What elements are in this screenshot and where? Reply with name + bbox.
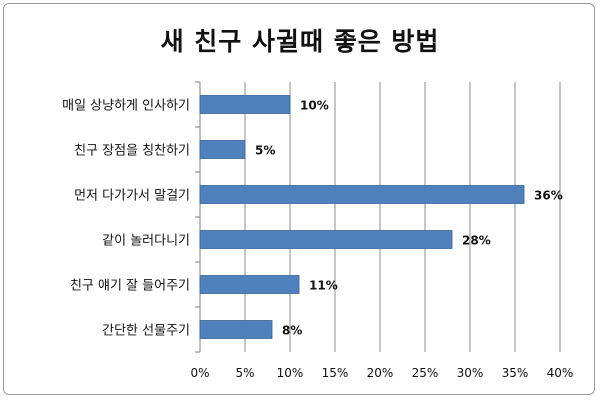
x-tick-label: 40% [547, 366, 574, 380]
bar [199, 140, 246, 159]
bar [199, 320, 273, 339]
category-label: 친구 얘기 잘 들어주기 [70, 279, 190, 294]
bar [199, 275, 300, 294]
x-tick-label: 0% [190, 366, 209, 380]
x-tick-label: 25% [412, 366, 439, 380]
x-tick-label: 35% [502, 366, 529, 380]
x-tick-label: 20% [367, 366, 394, 380]
x-tick-label: 5% [235, 366, 254, 380]
data-label: 8% [282, 324, 302, 338]
category-label: 간단한 선물주기 [102, 324, 190, 339]
category-label: 먼저 다가가서 말걸기 [74, 189, 190, 204]
data-label: 10% [300, 99, 329, 113]
x-tick-label: 15% [322, 366, 349, 380]
category-label: 친구 장점을 칭찬하기 [74, 144, 190, 159]
data-label: 28% [462, 234, 491, 248]
category-label: 같이 놀러다니기 [102, 234, 190, 249]
category-label: 매일 상냥하게 인사하기 [62, 99, 190, 114]
data-label: 5% [255, 144, 275, 158]
bar [199, 185, 525, 204]
bar [199, 230, 453, 249]
x-tick-label: 10% [277, 366, 304, 380]
chart-title: 새 친구 사귈때 좋은 방법 [160, 27, 440, 56]
bar [199, 95, 291, 114]
data-label: 36% [534, 189, 563, 203]
data-label: 11% [309, 279, 338, 293]
x-tick-label: 30% [457, 366, 484, 380]
